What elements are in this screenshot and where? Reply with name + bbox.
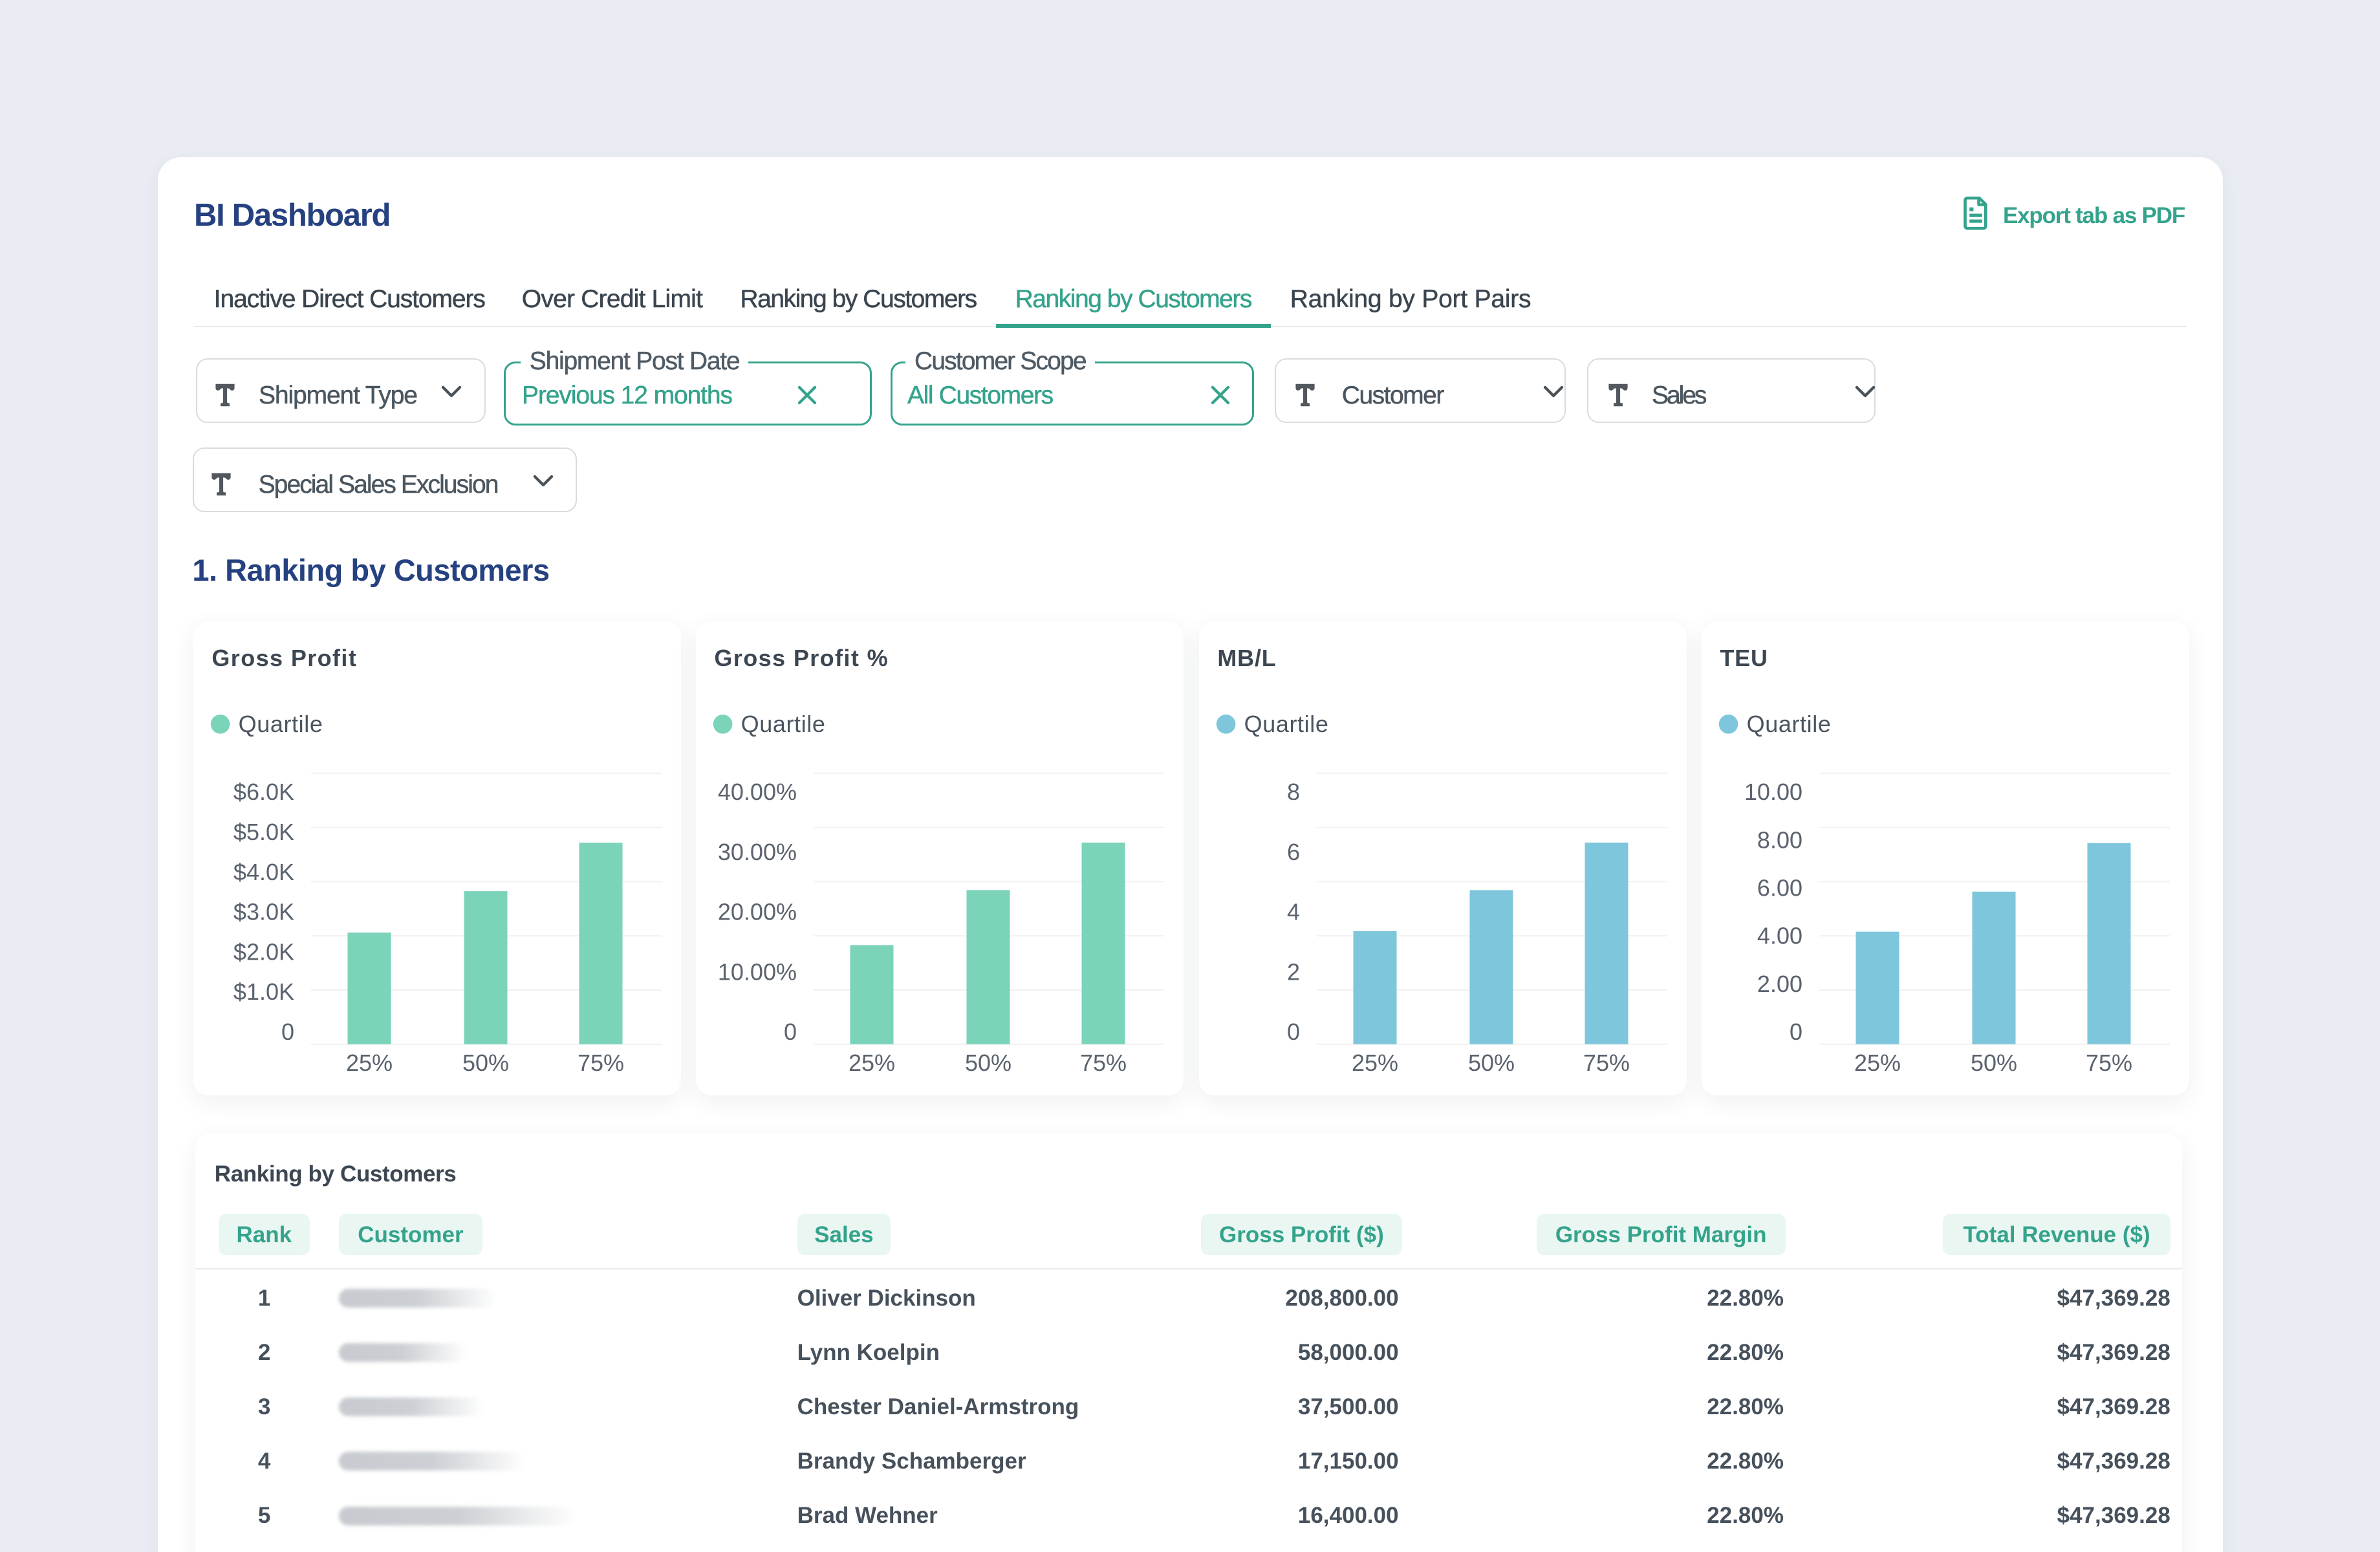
svg-text:Quartile: Quartile (741, 711, 826, 737)
svg-text:25%: 25% (346, 1050, 393, 1076)
svg-text:$3.0K: $3.0K (233, 898, 294, 925)
svg-text:50%: 50% (965, 1050, 1012, 1076)
svg-text:$6.0K: $6.0K (233, 779, 294, 805)
svg-text:8.00: 8.00 (1757, 826, 1802, 853)
svg-text:0: 0 (784, 1018, 797, 1045)
svg-text:75%: 75% (578, 1050, 624, 1076)
svg-text:MB/L: MB/L (1217, 645, 1276, 671)
svg-text:30.00%: 30.00% (718, 839, 797, 865)
svg-text:$5.0K: $5.0K (233, 819, 294, 845)
svg-text:0: 0 (281, 1018, 294, 1045)
svg-text:10.00%: 10.00% (718, 958, 797, 985)
svg-text:75%: 75% (1080, 1050, 1127, 1076)
svg-text:TEU: TEU (1720, 645, 1768, 671)
svg-text:75%: 75% (2086, 1050, 2132, 1076)
svg-text:$2.0K: $2.0K (233, 938, 294, 965)
svg-text:4: 4 (1287, 898, 1300, 925)
svg-text:40.00%: 40.00% (718, 779, 797, 805)
svg-text:0: 0 (1287, 1018, 1300, 1045)
svg-text:2.00: 2.00 (1757, 971, 1802, 997)
svg-text:75%: 75% (1583, 1050, 1630, 1076)
svg-text:$1.0K: $1.0K (233, 978, 294, 1005)
svg-text:4.00: 4.00 (1757, 922, 1802, 949)
svg-text:25%: 25% (1352, 1050, 1398, 1076)
svg-text:50%: 50% (1971, 1050, 2017, 1076)
svg-text:10.00: 10.00 (1744, 779, 1802, 805)
svg-text:25%: 25% (849, 1050, 895, 1076)
svg-text:50%: 50% (1468, 1050, 1515, 1076)
svg-text:8: 8 (1287, 779, 1300, 805)
svg-text:20.00%: 20.00% (718, 898, 797, 925)
svg-text:0: 0 (1790, 1018, 1802, 1045)
svg-text:Quartile: Quartile (1244, 711, 1328, 737)
svg-text:50%: 50% (462, 1050, 509, 1076)
svg-text:Gross Profit: Gross Profit (211, 645, 357, 671)
svg-text:6.00: 6.00 (1757, 874, 1802, 901)
svg-text:2: 2 (1287, 958, 1300, 985)
svg-text:Quartile: Quartile (238, 711, 323, 737)
svg-text:Gross Profit %: Gross Profit % (715, 645, 889, 671)
svg-text:Quartile: Quartile (1747, 711, 1832, 737)
svg-text:$4.0K: $4.0K (233, 859, 294, 885)
svg-text:25%: 25% (1854, 1050, 1901, 1076)
svg-text:6: 6 (1287, 839, 1300, 865)
